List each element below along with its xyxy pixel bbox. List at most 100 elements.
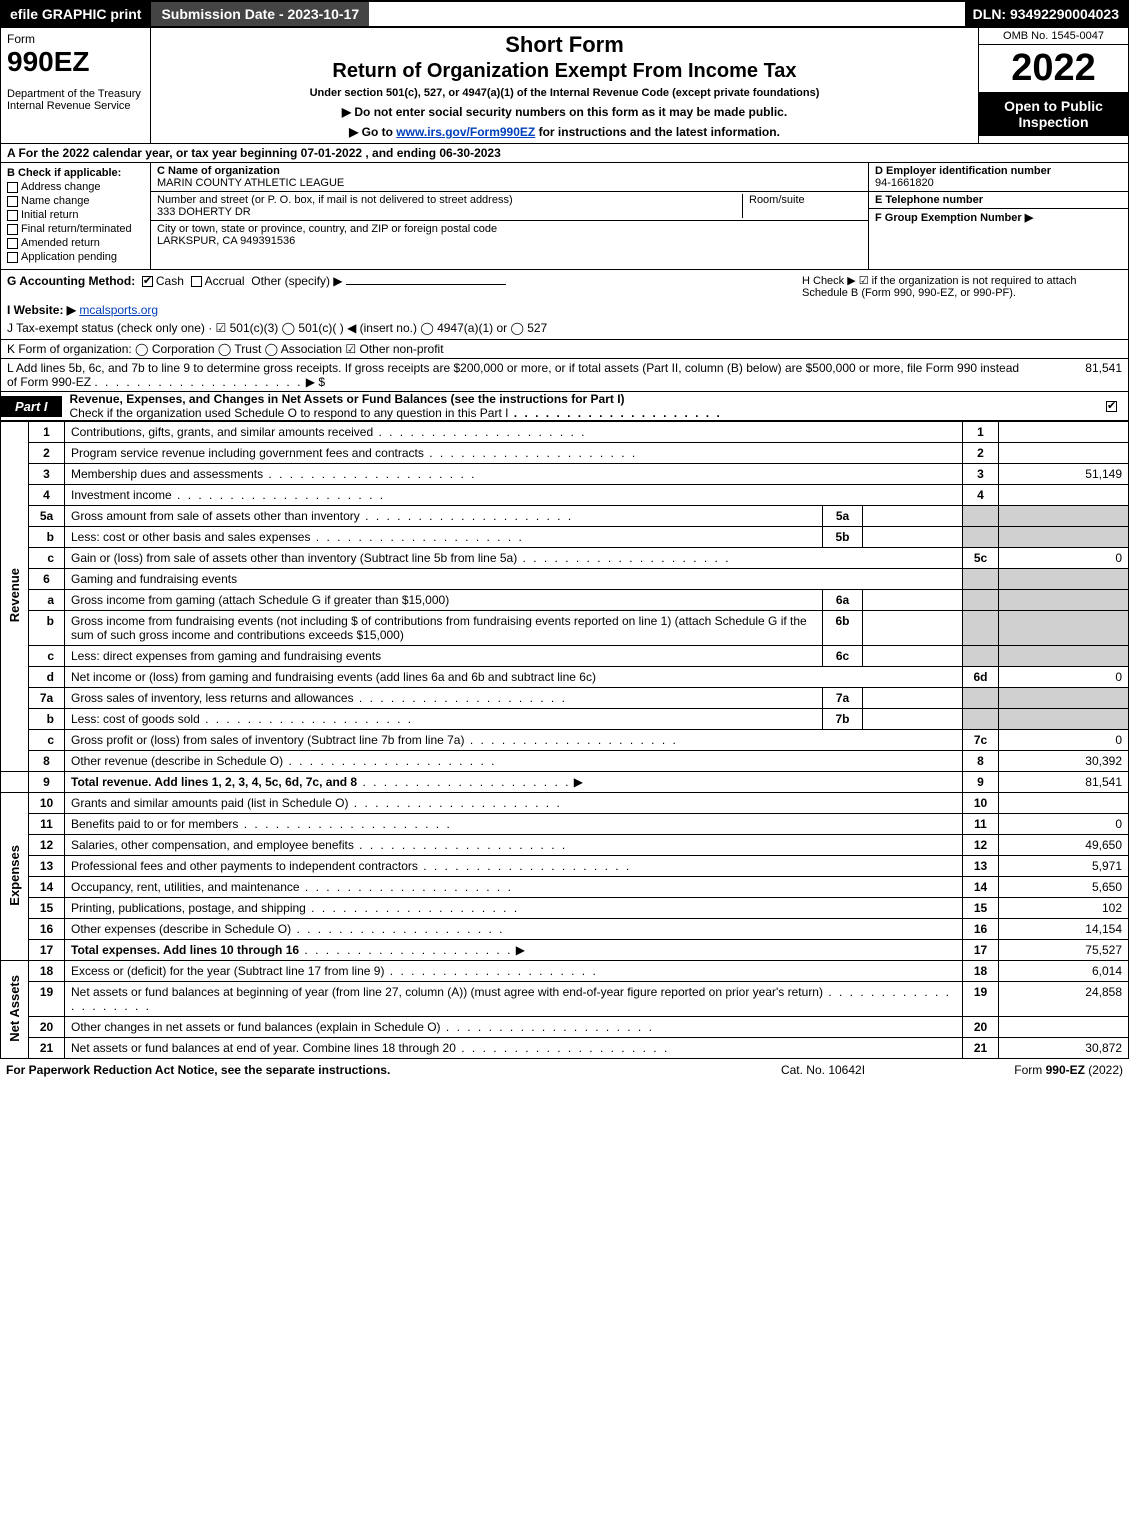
val-11: 0 — [999, 814, 1129, 835]
num-18: 18 — [963, 961, 999, 982]
part-i-header: Part I Revenue, Expenses, and Changes in… — [0, 392, 1129, 421]
desc-6d: Net income or (loss) from gaming and fun… — [65, 667, 963, 688]
chk-address[interactable]: Address change — [7, 181, 144, 193]
ln-7b: b — [29, 709, 65, 730]
subtitle: Under section 501(c), 527, or 4947(a)(1)… — [159, 87, 970, 99]
chk-initial[interactable]: Initial return — [7, 209, 144, 221]
row-ghij: G Accounting Method: Cash Accrual Other … — [0, 270, 1129, 340]
e-label: E Telephone number — [875, 194, 983, 206]
d-label: D Employer identification number — [875, 165, 1051, 177]
num-7c: 7c — [963, 730, 999, 751]
desc-21: Net assets or fund balances at end of ye… — [65, 1038, 963, 1059]
street-value: 333 DOHERTY DR — [157, 206, 251, 218]
chk-accrual[interactable] — [191, 276, 202, 287]
sub-7a: 7a — [823, 688, 863, 709]
efile-label[interactable]: efile GRAPHIC print — [2, 2, 149, 26]
irs-link[interactable]: www.irs.gov/Form990EZ — [396, 125, 535, 139]
val-7c: 0 — [999, 730, 1129, 751]
desc-17: Total expenses. Add lines 10 through 16 … — [65, 940, 963, 961]
num-16: 16 — [963, 919, 999, 940]
i-label: I Website: ▶ — [7, 303, 76, 317]
sub-6a: 6a — [823, 590, 863, 611]
footer-mid: Cat. No. 10642I — [723, 1063, 923, 1077]
chk-amended[interactable]: Amended return — [7, 237, 144, 249]
num-21: 21 — [963, 1038, 999, 1059]
part-i-tab: Part I — [1, 396, 62, 417]
part-i-checkbox[interactable] — [1098, 399, 1128, 413]
row-a-text: A For the 2022 calendar year, or tax yea… — [7, 146, 501, 160]
num-10: 10 — [963, 793, 999, 814]
subval-6a — [863, 590, 963, 611]
footer: For Paperwork Reduction Act Notice, see … — [0, 1059, 1129, 1081]
num-19: 19 — [963, 982, 999, 1017]
ln-12: 12 — [29, 835, 65, 856]
row-a: A For the 2022 calendar year, or tax yea… — [0, 144, 1129, 163]
val-13: 5,971 — [999, 856, 1129, 877]
row-f: F Group Exemption Number ▶ — [869, 209, 1128, 226]
l-value: 81,541 — [1022, 361, 1122, 389]
revenue-label: Revenue — [1, 422, 29, 772]
subval-5a — [863, 506, 963, 527]
ln-20: 20 — [29, 1017, 65, 1038]
val-21: 30,872 — [999, 1038, 1129, 1059]
desc-4: Investment income — [65, 485, 963, 506]
desc-10: Grants and similar amounts paid (list in… — [65, 793, 963, 814]
ln-6: 6 — [29, 569, 65, 590]
title-return: Return of Organization Exempt From Incom… — [159, 60, 970, 83]
col-c: C Name of organization MARIN COUNTY ATHL… — [151, 163, 868, 269]
submission-date: Submission Date - 2023-10-17 — [149, 2, 369, 26]
val-17: 75,527 — [999, 940, 1129, 961]
num-4: 4 — [963, 485, 999, 506]
ln-11: 11 — [29, 814, 65, 835]
ln-13: 13 — [29, 856, 65, 877]
col-b: B Check if applicable: Address change Na… — [1, 163, 151, 269]
num-15: 15 — [963, 898, 999, 919]
ln-3: 3 — [29, 464, 65, 485]
desc-12: Salaries, other compensation, and employ… — [65, 835, 963, 856]
ln-17: 17 — [29, 940, 65, 961]
chk-name[interactable]: Name change — [7, 195, 144, 207]
desc-6a: Gross income from gaming (attach Schedul… — [65, 590, 823, 611]
ln-4: 4 — [29, 485, 65, 506]
num-2: 2 — [963, 443, 999, 464]
city-label: City or town, state or province, country… — [157, 223, 497, 235]
website-link[interactable]: mcalsports.org — [79, 303, 158, 317]
desc-19: Net assets or fund balances at beginning… — [65, 982, 963, 1017]
open-public: Open to Public Inspection — [979, 92, 1128, 136]
num-17: 17 — [963, 940, 999, 961]
val-1 — [999, 422, 1129, 443]
row-l: L Add lines 5b, 6c, and 7b to line 9 to … — [0, 359, 1129, 392]
ln-14: 14 — [29, 877, 65, 898]
desc-9: Total revenue. Add lines 1, 2, 3, 4, 5c,… — [65, 772, 963, 793]
dots — [94, 375, 302, 389]
ln-5b: b — [29, 527, 65, 548]
num-11: 11 — [963, 814, 999, 835]
ln-15: 15 — [29, 898, 65, 919]
c-name-label: C Name of organization — [157, 165, 280, 177]
tax-year: 2022 — [979, 45, 1128, 92]
desc-5c: Gain or (loss) from sale of assets other… — [65, 548, 963, 569]
chk-cash[interactable] — [142, 276, 153, 287]
ln-5a: 5a — [29, 506, 65, 527]
top-bar: efile GRAPHIC print Submission Date - 20… — [0, 0, 1129, 28]
lines-table: Revenue 1 Contributions, gifts, grants, … — [0, 421, 1129, 1059]
val-5c: 0 — [999, 548, 1129, 569]
desc-6b: Gross income from fundraising events (no… — [65, 611, 823, 646]
val-9: 81,541 — [999, 772, 1129, 793]
chk-pending[interactable]: Application pending — [7, 251, 144, 263]
part-i-title: Revenue, Expenses, and Changes in Net As… — [62, 392, 1098, 420]
ln-6b: b — [29, 611, 65, 646]
b-label: B Check if applicable: — [7, 167, 144, 179]
val-10 — [999, 793, 1129, 814]
val-3: 51,149 — [999, 464, 1129, 485]
row-g: G Accounting Method: Cash Accrual Other … — [7, 274, 802, 299]
sub-6c: 6c — [823, 646, 863, 667]
other-specify-line[interactable] — [346, 284, 506, 285]
ln-8: 8 — [29, 751, 65, 772]
ln-6c: c — [29, 646, 65, 667]
ln-2: 2 — [29, 443, 65, 464]
chk-final[interactable]: Final return/terminated — [7, 223, 144, 235]
ln-1: 1 — [29, 422, 65, 443]
form-header: Form 990EZ Department of the Treasury In… — [0, 28, 1129, 144]
val-8: 30,392 — [999, 751, 1129, 772]
